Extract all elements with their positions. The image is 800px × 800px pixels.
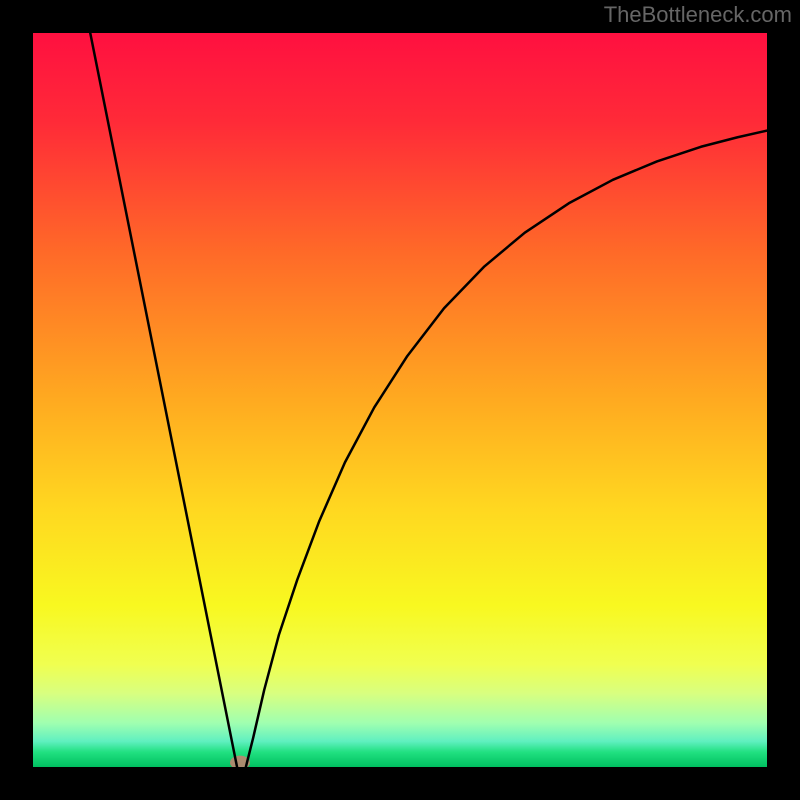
chart-container: TheBottleneck.com [0,0,800,800]
plot-area [33,33,767,767]
gradient-background [33,33,767,767]
chart-svg [33,33,767,767]
watermark-text: TheBottleneck.com [604,2,792,28]
